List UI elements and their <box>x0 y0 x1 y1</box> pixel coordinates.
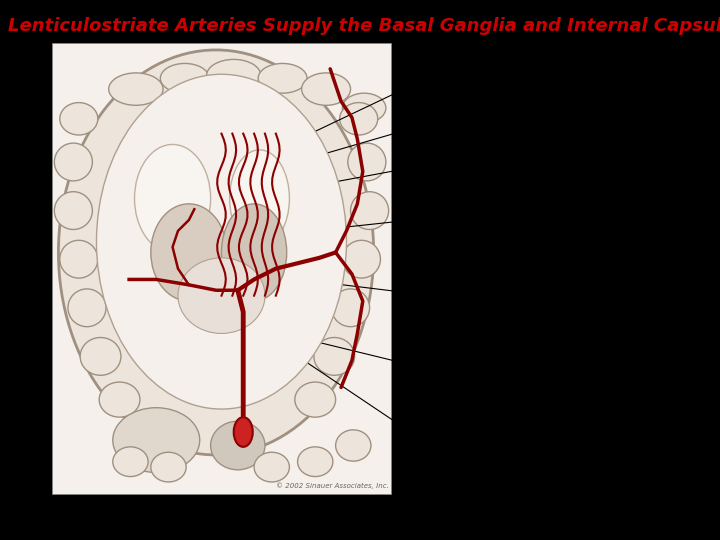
Ellipse shape <box>254 453 289 482</box>
Ellipse shape <box>109 73 163 105</box>
Text: Internal carotid
artery: Internal carotid artery <box>204 498 274 517</box>
Ellipse shape <box>99 382 140 417</box>
Ellipse shape <box>96 74 346 409</box>
Ellipse shape <box>135 144 211 252</box>
Ellipse shape <box>297 447 333 476</box>
Ellipse shape <box>68 289 106 327</box>
Ellipse shape <box>113 408 199 472</box>
Ellipse shape <box>54 143 92 181</box>
Text: Putamen and
globus
pallidus: Putamen and globus pallidus <box>400 205 470 238</box>
Text: Caudate nucleus: Caudate nucleus <box>400 127 488 137</box>
Ellipse shape <box>340 103 378 135</box>
Ellipse shape <box>314 338 355 375</box>
FancyBboxPatch shape <box>52 43 392 494</box>
Text: Recurrent artery
of Heubner: Recurrent artery of Heubner <box>128 498 203 517</box>
Ellipse shape <box>331 289 369 327</box>
Ellipse shape <box>161 63 210 93</box>
Ellipse shape <box>178 258 265 333</box>
Ellipse shape <box>343 93 386 123</box>
Ellipse shape <box>207 59 261 92</box>
Ellipse shape <box>211 421 265 470</box>
Ellipse shape <box>54 192 92 230</box>
Ellipse shape <box>60 103 98 135</box>
Text: © 2002 Sinauer Associates, Inc.: © 2002 Sinauer Associates, Inc. <box>276 482 389 489</box>
Text: MCA
superior
division: MCA superior division <box>400 275 444 308</box>
Ellipse shape <box>222 204 287 301</box>
Ellipse shape <box>150 204 227 301</box>
Text: Lenticulostriate
arteries: Lenticulostriate arteries <box>400 413 482 435</box>
Ellipse shape <box>302 73 351 105</box>
Ellipse shape <box>348 143 386 181</box>
Text: Lenticulostriate Arteries Supply the Basal Ganglia and Internal Capsule: Lenticulostriate Arteries Supply the Bas… <box>8 17 720 35</box>
Text: MCA
inferior
division: MCA inferior division <box>400 345 441 379</box>
Text: Internal capsule: Internal capsule <box>400 165 485 175</box>
Ellipse shape <box>230 150 289 247</box>
Ellipse shape <box>60 240 98 278</box>
Ellipse shape <box>80 338 121 375</box>
Ellipse shape <box>336 430 371 461</box>
Ellipse shape <box>234 417 253 447</box>
Ellipse shape <box>258 63 307 93</box>
Ellipse shape <box>351 192 389 230</box>
Ellipse shape <box>113 447 148 476</box>
Ellipse shape <box>58 50 374 455</box>
Text: Lateral ventricle: Lateral ventricle <box>400 87 486 97</box>
Text: Anterior cerebral
artery (ACA): Anterior cerebral artery (ACA) <box>46 498 122 517</box>
Ellipse shape <box>150 453 186 482</box>
Text: Middle cerebral
artery Stem (M1): Middle cerebral artery Stem (M1) <box>270 498 348 517</box>
Ellipse shape <box>343 240 380 278</box>
Ellipse shape <box>295 382 336 417</box>
